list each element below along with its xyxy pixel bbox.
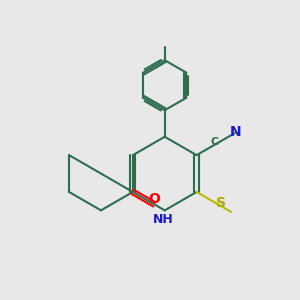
Text: O: O	[148, 192, 160, 206]
Text: C: C	[211, 137, 219, 147]
Text: S: S	[216, 196, 226, 210]
Text: NH: NH	[153, 213, 174, 226]
Text: N: N	[230, 125, 241, 139]
